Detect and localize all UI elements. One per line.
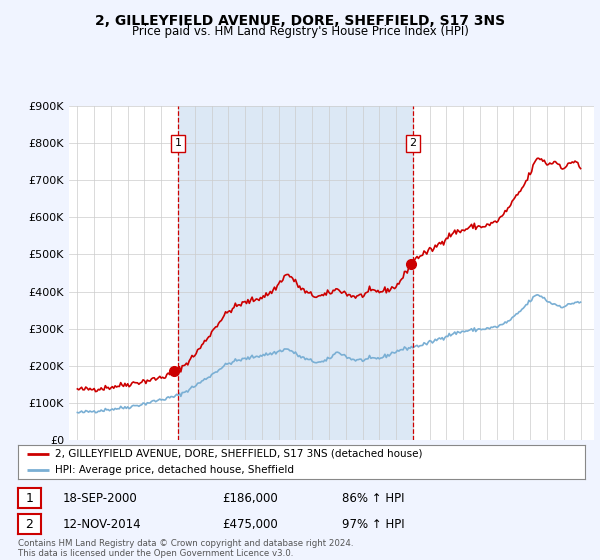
Text: 2: 2 <box>409 138 416 148</box>
Text: 97% ↑ HPI: 97% ↑ HPI <box>342 517 404 531</box>
Text: 18-SEP-2000: 18-SEP-2000 <box>63 492 138 505</box>
Text: 2, GILLEYFIELD AVENUE, DORE, SHEFFIELD, S17 3NS (detached house): 2, GILLEYFIELD AVENUE, DORE, SHEFFIELD, … <box>55 449 422 459</box>
Text: 1: 1 <box>25 492 34 505</box>
Text: Contains HM Land Registry data © Crown copyright and database right 2024.
This d: Contains HM Land Registry data © Crown c… <box>18 539 353 558</box>
Text: 1: 1 <box>175 138 182 148</box>
Text: £186,000: £186,000 <box>222 492 278 505</box>
Text: 86% ↑ HPI: 86% ↑ HPI <box>342 492 404 505</box>
Text: 2: 2 <box>25 517 34 531</box>
Text: 2, GILLEYFIELD AVENUE, DORE, SHEFFIELD, S17 3NS: 2, GILLEYFIELD AVENUE, DORE, SHEFFIELD, … <box>95 14 505 28</box>
Text: £475,000: £475,000 <box>222 517 278 531</box>
Text: Price paid vs. HM Land Registry's House Price Index (HPI): Price paid vs. HM Land Registry's House … <box>131 25 469 38</box>
Text: 12-NOV-2014: 12-NOV-2014 <box>63 517 142 531</box>
Bar <box>178 106 413 440</box>
Text: HPI: Average price, detached house, Sheffield: HPI: Average price, detached house, Shef… <box>55 465 294 475</box>
